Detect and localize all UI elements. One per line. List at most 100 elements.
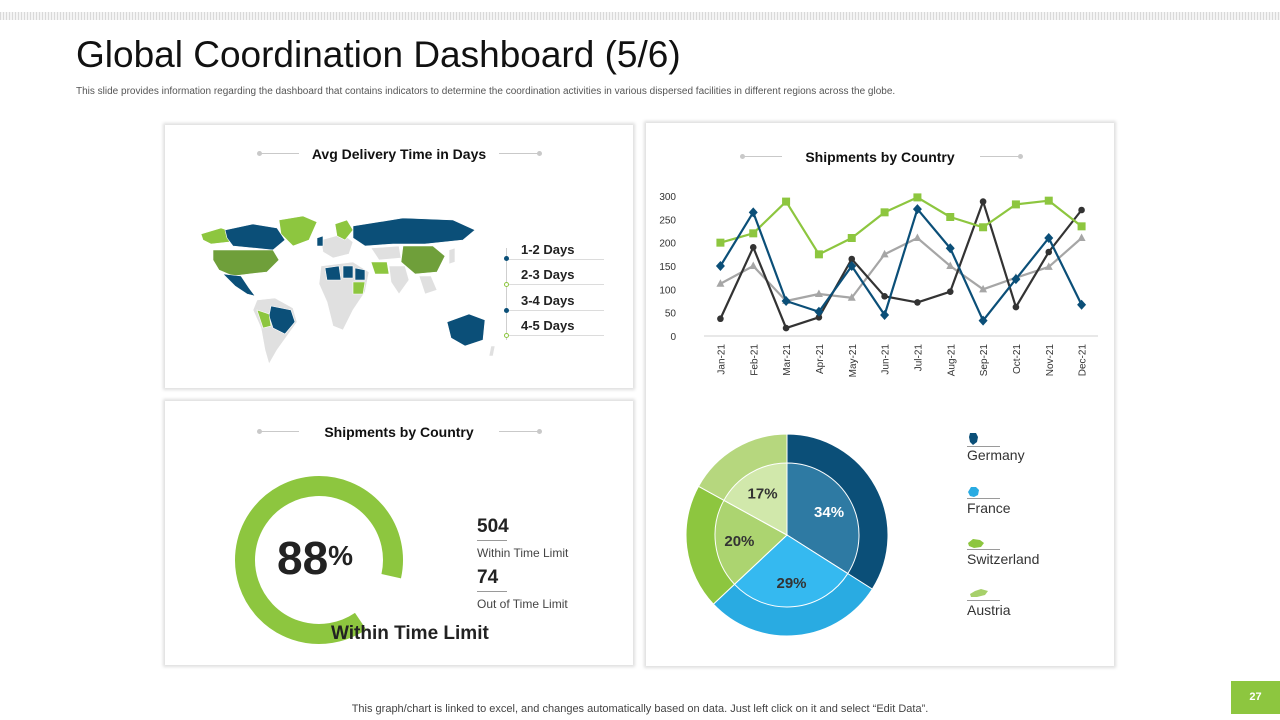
- map-kazakhstan: [370, 245, 402, 261]
- map-usa: [212, 249, 280, 277]
- y-tick-label: 250: [659, 215, 676, 226]
- map-southeast-asia: [418, 275, 438, 295]
- series-1-point: [749, 229, 758, 238]
- legend-dot: [504, 282, 509, 287]
- map-peru: [256, 309, 272, 329]
- within-limit-label: Within Time Limit: [477, 546, 569, 560]
- title-rule: [980, 156, 1020, 157]
- title-rule: [259, 431, 299, 432]
- pie-value-label: 17%: [748, 486, 778, 503]
- series-line-1: [720, 196, 1083, 256]
- series-2-point: [847, 261, 857, 271]
- map-libya: [342, 265, 354, 279]
- series-3-point: [847, 293, 856, 301]
- series-4-point: [717, 315, 724, 323]
- series-2-point: [814, 306, 824, 317]
- pie-value-label: 29%: [777, 575, 807, 592]
- map-australia: [446, 313, 486, 347]
- page-number: 27: [1231, 681, 1280, 714]
- x-tick-label: Apr-21: [815, 344, 826, 374]
- title-rule: [742, 156, 782, 157]
- stat-rule: [477, 540, 507, 541]
- series-3-point: [1044, 262, 1053, 270]
- y-tick-label: 0: [670, 332, 676, 343]
- map-sudan: [352, 281, 366, 295]
- pie-value-label: 34%: [814, 504, 844, 521]
- footer-note: This graph/chart is linked to excel, and…: [351, 703, 929, 715]
- x-tick-label: Aug-21: [946, 344, 957, 377]
- map-japan: [448, 247, 456, 265]
- series-3-point: [716, 279, 725, 287]
- legend-item-2-3-days: 2-3 Days: [521, 267, 575, 282]
- world-map: [200, 215, 496, 365]
- series-4-point: [1078, 206, 1085, 214]
- legend-dot: [504, 308, 509, 313]
- series-4-point: [848, 255, 856, 263]
- map-greenland: [278, 215, 318, 247]
- map-scandinavia: [334, 219, 354, 241]
- legend-divider: [508, 284, 604, 285]
- x-tick-label: Jul-21: [913, 344, 924, 372]
- pie-value-label: 20%: [724, 533, 754, 550]
- page-subtitle: This slide provides information regardin…: [76, 86, 896, 97]
- legend-item-3-4-days: 3-4 Days: [521, 293, 575, 308]
- series-2-point: [1011, 274, 1021, 285]
- x-tick-label: Jun-21: [881, 344, 892, 375]
- pie-legend-france: France: [967, 500, 1011, 516]
- gauge-card: Shipments by Country 88% Within Time Lim…: [165, 401, 633, 665]
- series-2-point: [945, 243, 955, 254]
- series-1-point: [880, 208, 889, 217]
- series-4-point: [946, 288, 954, 295]
- series-1-point: [1077, 222, 1086, 231]
- legend-divider: [508, 259, 604, 260]
- map-india: [388, 265, 410, 295]
- title-dot: [537, 151, 542, 156]
- series-3-point: [749, 261, 758, 269]
- y-tick-label: 50: [665, 309, 677, 320]
- series-3-point: [880, 249, 889, 258]
- map-mexico: [222, 273, 256, 297]
- series-1-point: [946, 213, 955, 221]
- series-4-point: [979, 198, 987, 205]
- title-dot: [1018, 154, 1023, 159]
- series-1-point: [1044, 196, 1053, 205]
- series-3-point: [946, 261, 955, 269]
- series-line-4: [719, 200, 1083, 330]
- series-1-point: [847, 234, 856, 242]
- series-2-point: [1077, 299, 1087, 310]
- title-rule: [259, 153, 299, 154]
- y-tick-label: 150: [659, 262, 676, 273]
- gauge-percent-value: 88: [277, 532, 329, 584]
- series-2-point: [880, 310, 890, 320]
- series-3-point: [1077, 233, 1086, 241]
- y-tick-label: 200: [659, 239, 676, 250]
- series-2-point: [748, 207, 758, 218]
- gauge-caption: Within Time Limit: [331, 623, 489, 644]
- out-of-limit-label: Out of Time Limit: [477, 597, 568, 611]
- x-tick-label: Sep-21: [979, 344, 990, 377]
- map-china: [400, 245, 446, 275]
- map-card: Avg Delivery Time in Days: [165, 125, 633, 388]
- x-tick-label: Dec-21: [1078, 344, 1089, 377]
- map-algeria: [324, 265, 342, 281]
- series-4-point: [881, 293, 888, 300]
- pie-inner-slice: [714, 499, 788, 585]
- line-chart: 0 50 100 150 200 250 300 Jan-21 Feb-21 Mar-21 Apr-…: [659, 192, 1098, 377]
- series-2-point: [1044, 233, 1054, 243]
- stat-rule: [477, 591, 507, 592]
- germany-map-icon: [969, 433, 978, 445]
- title-dot: [537, 429, 542, 434]
- x-tick-label: Mar-21: [782, 344, 793, 376]
- legend-item-4-5-days: 4-5 Days: [521, 318, 575, 333]
- series-1-point: [782, 197, 791, 206]
- pie-legend-rule: [967, 498, 1000, 499]
- map-russia: [352, 217, 476, 247]
- country-card: Shipments by Country 0 50 100 150 200 250 300 J…: [646, 123, 1114, 666]
- title-rule: [499, 431, 539, 432]
- pie-legend-rule: [967, 446, 1000, 447]
- map-uk: [316, 235, 324, 247]
- pie-legend-austria: Austria: [967, 602, 1011, 618]
- series-4-point: [1012, 303, 1020, 311]
- within-limit-value: 504: [477, 516, 509, 537]
- y-tick-label: 100: [659, 285, 676, 296]
